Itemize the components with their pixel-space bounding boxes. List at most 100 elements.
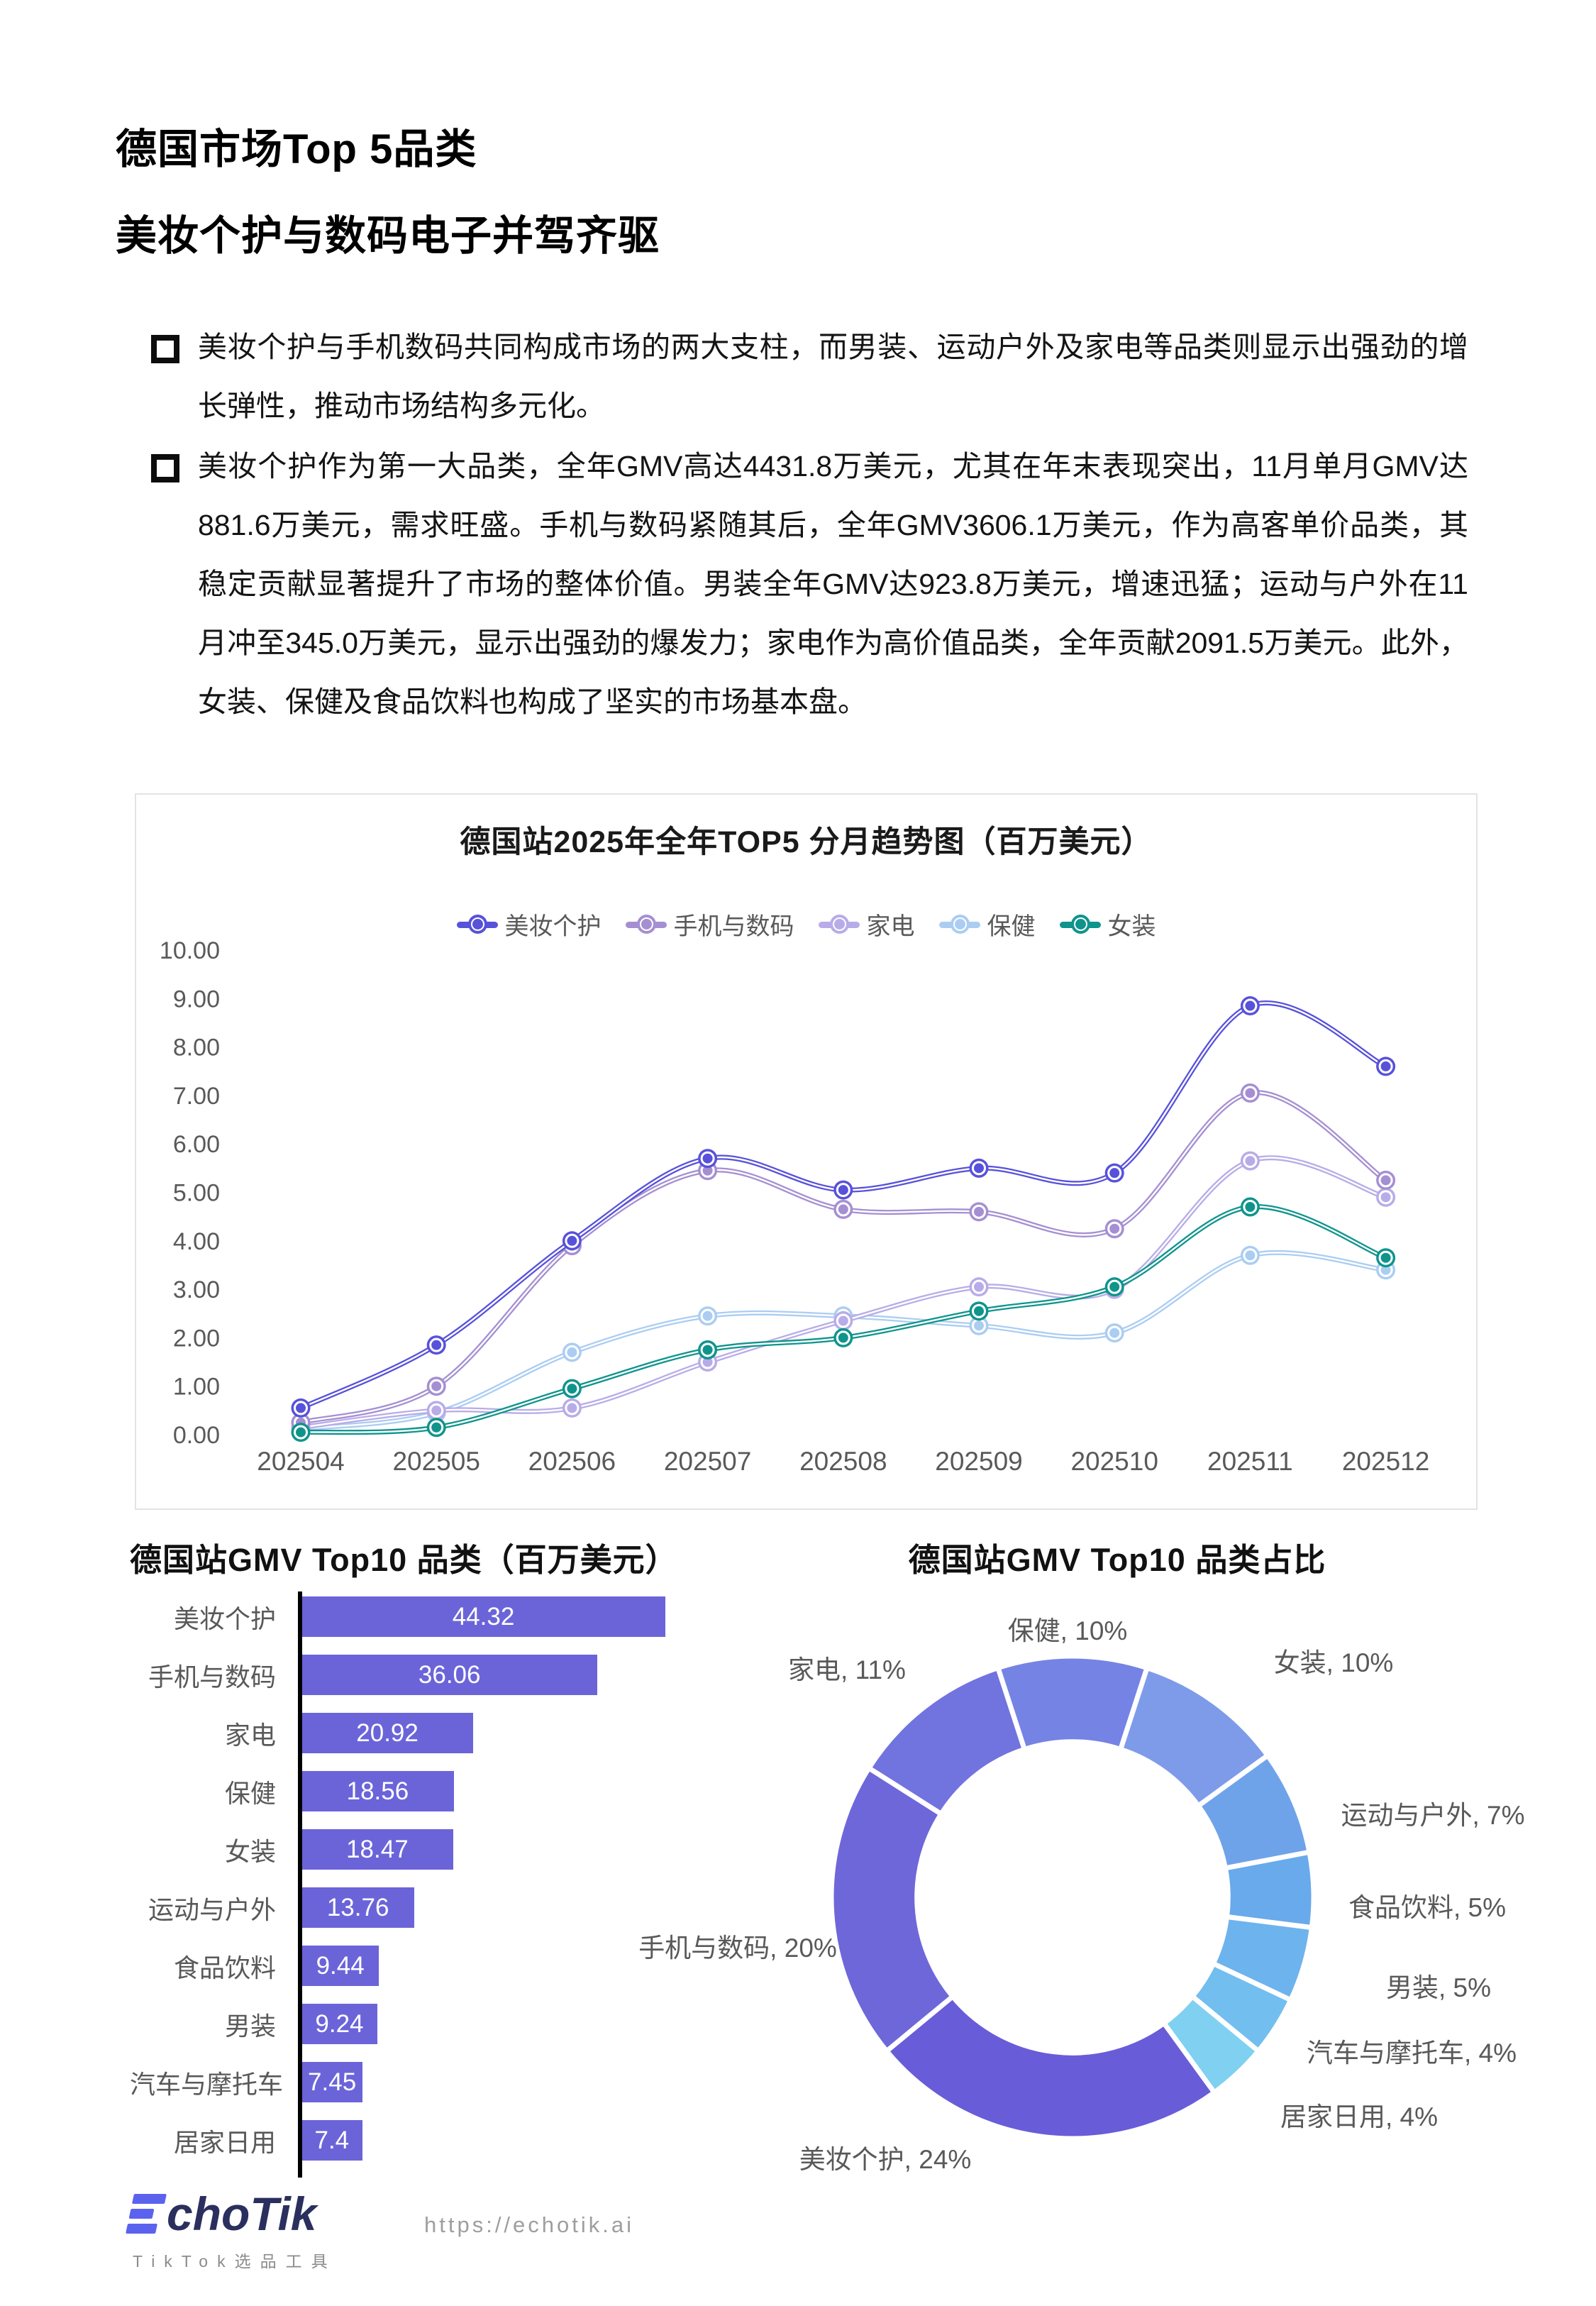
bar-value-label: 13.76 <box>326 1893 389 1921</box>
bar: 36.06 <box>301 1655 598 1695</box>
echotik-logo: choTik <box>126 2188 317 2240</box>
bar-row: 运动与户外 13.76 <box>130 1887 754 1928</box>
donut-slice-手机与数码 <box>829 1765 955 2054</box>
bar-chart-axis-line <box>298 1591 302 2178</box>
bar-value-label: 7.45 <box>308 2068 357 2096</box>
y-axis-tick-label: 2.00 <box>173 1325 220 1352</box>
page-title-line1: 德国市场Top 5品类 <box>116 126 477 172</box>
bar-chart-title: 德国站GMV Top10 品类（百万美元） <box>130 1542 678 1578</box>
y-axis-tick-label: 7.00 <box>173 1083 220 1110</box>
donut-slice-家电 <box>866 1665 1027 1816</box>
legend-item-美妆个护: 美妆个护 <box>456 907 602 942</box>
echotik-logo-e-icon <box>126 2194 167 2234</box>
legend-item-保健: 保健 <box>938 907 1036 942</box>
donut-slice-label: 居家日用, 4% <box>1280 2102 1439 2131</box>
bar-row: 汽车与摩托车 7.45 <box>130 2062 754 2102</box>
bar-value-label: 44.32 <box>452 1602 515 1631</box>
legend-line-marker-icon <box>625 914 667 934</box>
bullet-item: 美妆个护作为第一大品类，全年GMV高达4431.8万美元，尤其在年末表现突出，1… <box>151 437 1468 732</box>
y-axis-tick-label: 1.00 <box>173 1374 220 1401</box>
y-axis-tick-label: 3.00 <box>173 1276 220 1303</box>
bar: 13.76 <box>301 1887 415 1928</box>
line-series-美妆个护 <box>291 996 1396 1418</box>
bar-category-label: 美妆个护 <box>173 1604 276 1633</box>
legend-label: 美妆个护 <box>504 913 602 940</box>
bar-row: 女装 18.47 <box>130 1829 754 1870</box>
bar-value-label: 20.92 <box>356 1719 419 1747</box>
donut-slice-label: 食品饮料, 5% <box>1348 1893 1507 1922</box>
x-axis-tick-label: 202507 <box>664 1447 751 1476</box>
bar-row: 手机与数码 36.06 <box>130 1655 754 1695</box>
bar-row: 食品饮料 9.44 <box>130 1946 754 1986</box>
bar-value-label: 9.44 <box>316 1951 365 1980</box>
x-axis-tick-label: 202509 <box>935 1447 1022 1476</box>
bar-category-label: 女装 <box>224 1836 276 1866</box>
donut-chart <box>829 1653 1317 2141</box>
page-title-line2: 美妆个护与数码电子并驾齐驱 <box>116 213 660 259</box>
donut-slice-label: 保健, 10% <box>1007 1616 1128 1645</box>
trend-chart-legend: 美妆个护 手机与数码 家电 保健 女装 <box>136 907 1476 942</box>
y-axis-tick-label: 8.00 <box>173 1035 220 1061</box>
donut-slice-label: 男装, 5% <box>1385 1973 1492 2002</box>
bar-row: 美妆个护 44.32 <box>130 1596 754 1637</box>
x-axis-tick-label: 202505 <box>392 1447 480 1476</box>
legend-line-marker-icon <box>456 914 498 934</box>
bar: 7.45 <box>301 2062 363 2102</box>
bullet-item: 美妆个护与手机数码共同构成市场的两大支柱，而男装、运动户外及家电等品类则显示出强… <box>151 318 1468 436</box>
bar: 18.47 <box>301 1829 453 1870</box>
legend-label: 手机与数码 <box>673 913 794 940</box>
echotik-url-link[interactable]: https://echotik.ai <box>424 2212 635 2237</box>
bar-row: 男装 9.24 <box>130 2004 754 2044</box>
bar-row: 家电 20.92 <box>130 1713 754 1753</box>
bar: 7.4 <box>301 2120 362 2161</box>
trend-chart-card: 德国站2025年全年TOP5 分月趋势图（百万美元） 美妆个护 手机与数码 家电 保健… <box>135 793 1478 1510</box>
legend-line-marker-icon <box>818 914 860 934</box>
legend-line-marker-icon <box>1059 914 1101 934</box>
legend-label: 女装 <box>1107 913 1156 940</box>
bar-value-label: 7.4 <box>314 2126 350 2154</box>
bar-category-label: 保健 <box>224 1778 276 1808</box>
legend-item-女装: 女装 <box>1059 907 1156 942</box>
y-axis-tick-label: 9.00 <box>173 986 220 1013</box>
x-axis-tick-label: 202508 <box>799 1447 887 1476</box>
x-axis-tick-label: 202512 <box>1342 1447 1429 1476</box>
legend-item-家电: 家电 <box>818 907 915 942</box>
x-axis-tick-label: 202504 <box>257 1447 344 1476</box>
y-axis-tick-label: 6.00 <box>173 1131 220 1158</box>
legend-line-marker-icon <box>938 914 980 934</box>
bullet-text: 美妆个护作为第一大品类，全年GMV高达4431.8万美元，尤其在年末表现突出，1… <box>198 450 1468 718</box>
y-axis-tick-label: 10.00 <box>160 937 220 964</box>
donut-slice-label: 美妆个护, 24% <box>799 2145 972 2174</box>
donut-slice-label: 家电, 11% <box>788 1655 906 1684</box>
line-series-女装 <box>291 1197 1396 1442</box>
y-axis-tick-label: 5.00 <box>173 1180 220 1207</box>
bullet-text: 美妆个护与手机数码共同构成市场的两大支柱，而男装、运动户外及家电等品类则显示出强… <box>198 331 1468 422</box>
bar-category-label: 食品饮料 <box>173 1953 276 1982</box>
bar-category-label: 手机与数码 <box>148 1662 276 1692</box>
donut-slice-label: 女装, 10% <box>1273 1648 1394 1677</box>
line-series-手机与数码 <box>291 1083 1396 1433</box>
donut-slice-label: 运动与户外, 7% <box>1341 1801 1525 1830</box>
bar: 44.32 <box>301 1596 665 1637</box>
bar-row: 保健 18.56 <box>130 1771 754 1811</box>
bullet-square-icon <box>151 335 179 363</box>
bar-chart: 美妆个护 44.32 手机与数码 36.06 家电 20.92 保健 18.56 女装 18.47… <box>130 1596 754 2178</box>
echotik-logo-text: choTik <box>167 2188 317 2240</box>
donut-chart-title: 德国站GMV Top10 品类占比 <box>908 1542 1326 1578</box>
x-axis-tick-label: 202506 <box>528 1447 616 1476</box>
x-axis-tick-label: 202510 <box>1070 1447 1158 1476</box>
legend-label: 家电 <box>866 913 915 940</box>
y-axis-tick-label: 0.00 <box>173 1422 220 1449</box>
bar-value-label: 36.06 <box>418 1660 481 1689</box>
bar-row: 居家日用 7.4 <box>130 2120 754 2161</box>
trend-chart-title: 德国站2025年全年TOP5 分月趋势图（百万美元） <box>460 825 1153 859</box>
bar: 9.44 <box>301 1946 379 1986</box>
y-axis-tick-label: 4.00 <box>173 1228 220 1255</box>
bar-category-label: 运动与户外 <box>148 1894 276 1924</box>
bar-value-label: 18.56 <box>346 1777 409 1805</box>
bullet-square-icon <box>151 454 179 482</box>
bar-category-label: 家电 <box>224 1720 276 1750</box>
trend-line-chart: 0.00 1.00 2.00 3.00 4.00 5.00 6.00 7.00 8.00 9.00… <box>160 937 1429 1476</box>
bar-category-label: 汽车与摩托车 <box>130 2069 284 2099</box>
summary-bullets: 美妆个护与手机数码共同构成市场的两大支柱，而男装、运动户外及家电等品类则显示出强… <box>151 318 1468 733</box>
